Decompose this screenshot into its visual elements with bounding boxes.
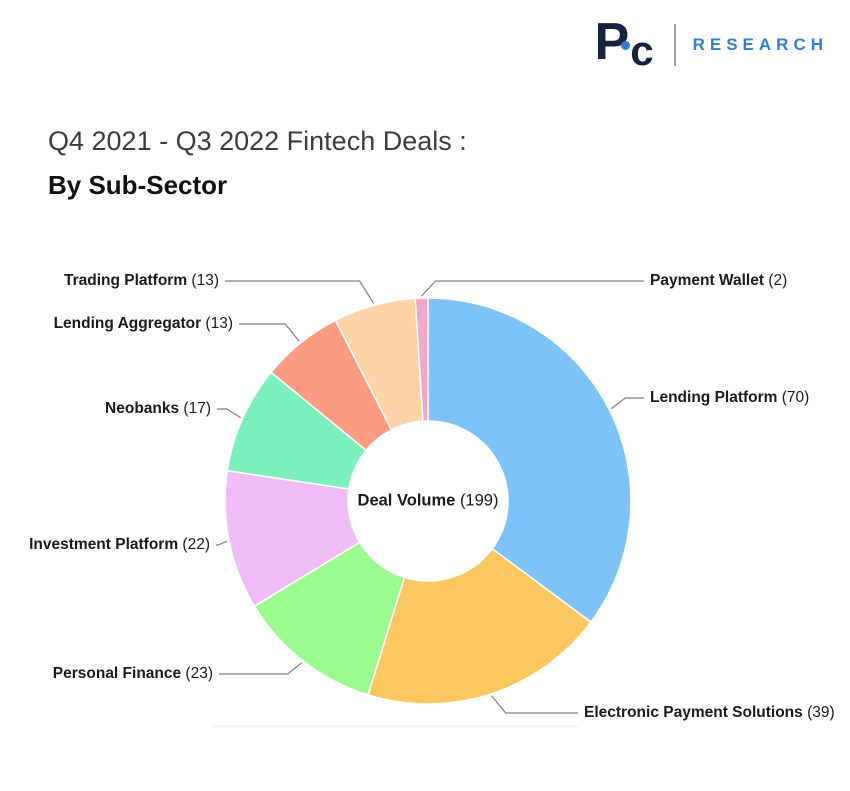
label-count: (70) (777, 389, 810, 406)
leader-line-investment-platform (216, 540, 228, 546)
brand-wordmark: RESEARCH (692, 34, 828, 54)
leader-line-payment-wallet (421, 280, 644, 297)
chart-title-block: Q4 2021 - Q3 2022 Fintech Deals : By Sub… (48, 126, 467, 201)
label-lending-aggregator: Lending Aggregator (13) (54, 315, 233, 333)
logo-letter-c: c (630, 27, 654, 74)
leader-line-personal-finance (219, 662, 303, 675)
label-text: Lending Aggregator (53, 315, 202, 332)
label-personal-finance: Personal Finance (23) (53, 665, 213, 683)
label-count: (17) (179, 400, 211, 417)
label-count: (13) (201, 315, 233, 332)
leader-line-trading-platform (225, 280, 375, 304)
donut-segment-payment-wallet (414, 297, 429, 422)
plot-bottom-rule (213, 726, 578, 727)
label-text: Trading Platform (63, 272, 188, 289)
label-count: (22) (178, 536, 210, 553)
center-label-count: (199) (459, 491, 499, 510)
label-text: Electronic Payment Solutions (584, 704, 803, 721)
center-label-text: Deal Volume (357, 491, 456, 510)
label-electronic-payment-solutions: Electronic Payment Solutions (39) (584, 704, 835, 722)
label-lending-platform: Lending Platform (70) (650, 389, 809, 407)
leader-line-neobanks (217, 408, 242, 419)
leader-line-lending-aggregator (239, 323, 300, 342)
label-count: (13) (187, 272, 219, 289)
leader-line-electronic-payment-solutions (491, 695, 578, 714)
label-count: (2) (764, 272, 788, 289)
label-text: Lending Platform (650, 389, 778, 406)
chart-subtitle: By Sub-Sector (48, 170, 228, 200)
chart-title: Q4 2021 - Q3 2022 Fintech Deals : (48, 126, 467, 156)
donut-center-label: Deal Volume (199) (358, 492, 499, 511)
label-count: (23) (181, 665, 213, 682)
label-neobanks: Neobanks (17) (105, 400, 211, 418)
label-text: Investment Platform (29, 536, 179, 553)
logo-divider (673, 23, 676, 66)
brand-header: P c RESEARCH (595, 16, 828, 74)
donut-segment-lending-platform (427, 297, 632, 623)
label-text: Neobanks (105, 400, 180, 417)
donut-segment-electronic-payment-solutions (367, 547, 592, 705)
leader-line-lending-platform (610, 397, 644, 410)
brand-logo: P c (595, 16, 654, 74)
label-investment-platform: Investment Platform (22) (29, 536, 210, 554)
label-text: Payment Wallet (650, 272, 764, 289)
donut-segment-personal-finance (253, 541, 406, 696)
logo-dot-icon (620, 41, 630, 50)
label-payment-wallet: Payment Wallet (2) (650, 272, 787, 290)
label-count: (39) (802, 704, 835, 721)
label-trading-platform: Trading Platform (13) (64, 272, 219, 290)
label-text: Personal Finance (52, 665, 182, 682)
